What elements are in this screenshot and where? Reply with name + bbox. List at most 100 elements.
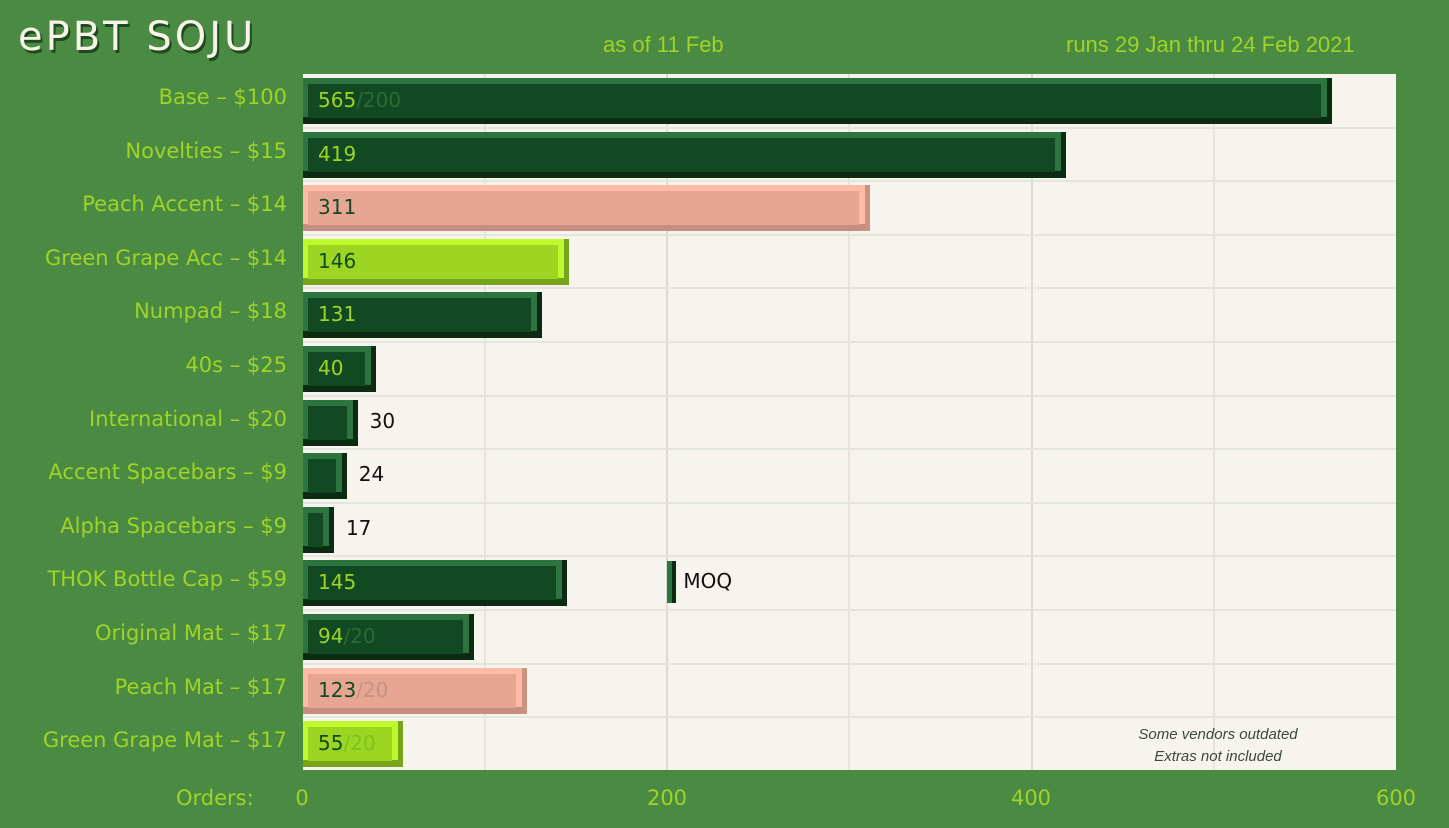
gridline xyxy=(848,74,850,770)
gridline xyxy=(303,448,1396,451)
moq-target: /200 xyxy=(356,88,402,112)
bar-face xyxy=(308,673,517,708)
bar-value: 30 xyxy=(369,408,396,433)
bar: 311 xyxy=(303,185,870,232)
bar-face xyxy=(308,566,557,601)
bar-face xyxy=(308,244,558,279)
x-tick-0: 0 xyxy=(295,786,309,810)
bar-value: 40 xyxy=(318,356,343,380)
bar-face xyxy=(308,727,393,762)
gridline xyxy=(303,180,1396,183)
order-count: 146 xyxy=(318,248,357,273)
bar-shadow xyxy=(303,492,342,500)
x-tick-200: 200 xyxy=(646,786,688,810)
order-count: 565 xyxy=(318,88,357,112)
bar-shadow xyxy=(303,545,329,553)
order-count: 123 xyxy=(318,677,357,702)
bar: 419 xyxy=(303,131,1067,178)
bar: 94/20 xyxy=(303,614,475,660)
bar: 146 xyxy=(303,238,569,285)
gridline xyxy=(303,394,1396,397)
note-extras: Extras not included xyxy=(1154,748,1282,765)
gridline xyxy=(303,662,1396,665)
category-label: Peach Mat – $17 xyxy=(114,674,287,699)
bar: 145 xyxy=(303,560,568,607)
bar-shadow xyxy=(303,599,563,607)
bar xyxy=(303,399,358,446)
gridline xyxy=(303,126,1396,129)
bar-shadow xyxy=(303,277,564,285)
as-of-date: as of 11 Feb xyxy=(603,32,724,57)
category-label: Accent Spacebars – $9 xyxy=(48,460,287,485)
category-label: Green Grape Mat – $17 xyxy=(42,728,287,753)
bar-shadow xyxy=(303,224,865,232)
bar-shadow xyxy=(303,117,1328,124)
category-label: Base – $100 xyxy=(158,85,287,109)
category-label: Original Mat – $17 xyxy=(94,621,287,645)
note-vendors: Some vendors outdated xyxy=(1138,726,1298,743)
bar: 55/20 xyxy=(303,721,404,768)
bar xyxy=(303,506,334,553)
moq-label: MOQ xyxy=(683,569,733,594)
x-axis-title: Orders: xyxy=(176,786,254,810)
category-label: 40s – $25 xyxy=(185,353,287,377)
bar-face xyxy=(308,84,1322,118)
bar-face xyxy=(308,137,1056,172)
bar-face xyxy=(308,620,464,654)
plot-area: 565/200 419 311 146 131 40 30 24 17 145 94/20 123/2… xyxy=(303,74,1396,770)
x-tick-600: 600 xyxy=(1375,786,1417,810)
bar-value: 419 xyxy=(318,142,356,166)
bar-face xyxy=(308,191,859,226)
bar-value: 565/200 xyxy=(318,88,401,112)
bar-shadow xyxy=(303,653,470,660)
bar-value: 94/20 xyxy=(318,624,376,648)
category-label: Peach Accent – $14 xyxy=(82,192,287,217)
category-label: Novelties – $15 xyxy=(125,138,287,163)
bar-face xyxy=(308,298,531,333)
gridline xyxy=(484,74,486,770)
bar-shadow xyxy=(303,331,537,339)
bar-shadow xyxy=(303,170,1062,178)
category-label: THOK Bottle Cap – $59 xyxy=(47,567,287,592)
bar-face xyxy=(308,405,347,440)
bar-value: 55/20 xyxy=(318,731,376,755)
bar-value: 146 xyxy=(318,249,356,273)
gridline xyxy=(303,287,1396,290)
gridline xyxy=(303,555,1396,558)
bar-shadow xyxy=(303,706,523,714)
order-count: 55 xyxy=(318,731,344,756)
bar-value: 311 xyxy=(318,195,356,219)
bar-face xyxy=(308,352,365,386)
bar: 565/200 xyxy=(303,78,1333,124)
moq-marker xyxy=(667,561,677,604)
order-count: 131 xyxy=(318,302,357,327)
category-label: Alpha Spacebars – $9 xyxy=(60,513,287,538)
category-label: Numpad – $18 xyxy=(134,299,287,324)
chart-title: ePBT SOJU xyxy=(18,14,257,60)
moq-target: /20 xyxy=(343,624,376,648)
order-count: 40 xyxy=(318,356,344,380)
bar-value: 17 xyxy=(345,515,372,540)
gridline xyxy=(303,716,1396,719)
run-dates: runs 29 Jan thru 24 Feb 2021 xyxy=(1066,32,1355,57)
bar: 123/20 xyxy=(303,667,528,714)
bar-shadow xyxy=(303,385,371,392)
gridline xyxy=(303,501,1396,504)
bar-shadow xyxy=(303,438,353,446)
gridline xyxy=(1031,74,1033,770)
bar-shadow xyxy=(303,760,399,768)
gridline xyxy=(303,341,1396,343)
bar-value: 24 xyxy=(358,462,385,487)
gridline xyxy=(303,609,1396,611)
x-tick-400: 400 xyxy=(1010,786,1052,810)
bar-face xyxy=(308,512,323,547)
category-label: International – $20 xyxy=(89,406,287,431)
order-count: 145 xyxy=(318,570,357,595)
bar-face xyxy=(308,459,336,494)
bar xyxy=(303,453,347,500)
category-label: Green Grape Acc – $14 xyxy=(45,245,287,270)
bar-value: 145 xyxy=(318,570,356,594)
gridline xyxy=(666,74,668,770)
order-count: 419 xyxy=(318,141,357,166)
order-count: 94 xyxy=(318,624,344,648)
